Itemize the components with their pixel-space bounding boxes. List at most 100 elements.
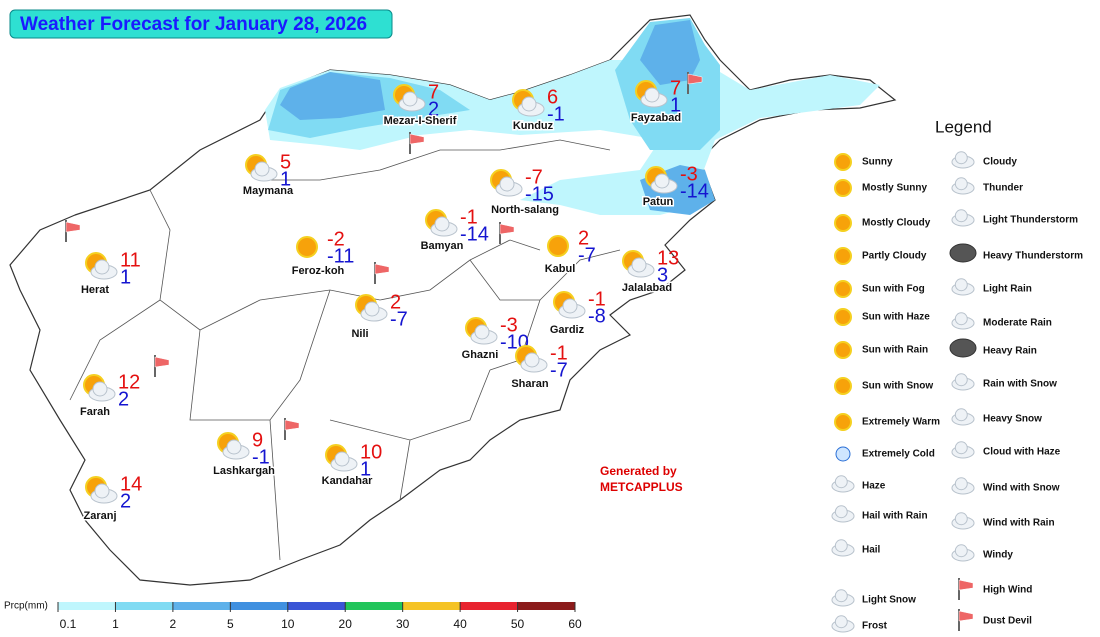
wind-flag — [409, 133, 425, 145]
weather-icon — [954, 151, 968, 165]
min-temp: 2 — [118, 388, 129, 410]
wind-flag — [958, 610, 974, 622]
legend-label: Dust Devil — [983, 616, 1032, 627]
legend-label: Frost — [862, 621, 888, 632]
legend-icon — [949, 243, 977, 263]
weather-icon — [834, 247, 852, 265]
city-name: Ghazni — [462, 349, 499, 361]
legend-label: Sun with Fog — [862, 284, 925, 295]
legend-label: Rain with Snow — [983, 379, 1057, 390]
max-temp: -1 — [460, 206, 478, 228]
colorbar-tick-label: 50 — [511, 617, 525, 631]
colorbar-segment — [402, 602, 461, 610]
max-temp: 7 — [428, 81, 439, 103]
city-name: Maymana — [243, 185, 294, 197]
wind-flag — [687, 73, 703, 85]
max-temp: -3 — [500, 314, 518, 336]
max-temp: -3 — [680, 163, 698, 185]
max-temp: -7 — [525, 166, 543, 188]
legend-label: Heavy Rain — [983, 346, 1037, 357]
weather-icon — [954, 408, 968, 422]
weather-icon — [562, 298, 578, 314]
weather-icon — [834, 280, 852, 298]
colorbar-tick-label: 60 — [568, 617, 582, 631]
city-name: Feroz-koh — [292, 265, 345, 277]
legend-label: Mostly Cloudy — [862, 218, 931, 229]
weather-icon — [364, 301, 380, 317]
legend-label: Heavy Thunderstorm — [983, 251, 1083, 262]
max-temp: 11 — [120, 249, 141, 271]
weather-icon — [524, 352, 540, 368]
weather-icon — [954, 373, 968, 387]
legend-label: Extremely Cold — [862, 449, 935, 460]
weather-icon — [631, 257, 647, 273]
colorbar-tick-label: 10 — [281, 617, 295, 631]
legend-label: Extremely Warm — [862, 417, 940, 428]
legend-label: Cloudy — [983, 157, 1017, 168]
colorbar-segment — [517, 602, 575, 610]
wind-flag — [374, 263, 390, 275]
weather-icon — [334, 451, 350, 467]
weather-icon — [94, 259, 110, 275]
weather-icon — [834, 341, 852, 359]
min-temp: 3 — [657, 264, 668, 286]
max-temp: 6 — [547, 86, 558, 108]
max-temp: 2 — [390, 291, 401, 313]
max-temp: 13 — [657, 247, 679, 269]
max-temp: -1 — [588, 288, 606, 310]
legend-label: Moderate Rain — [983, 318, 1052, 329]
max-temp: -1 — [550, 342, 568, 364]
weather-icon — [834, 308, 852, 326]
wind-flag — [154, 356, 170, 368]
city-name: Mezar-I-Sherif — [384, 115, 457, 127]
min-temp: 1 — [120, 266, 131, 288]
weather-icon — [834, 377, 852, 395]
colorbar-tick-label: 1 — [112, 617, 119, 631]
legend-label: Mostly Sunny — [862, 183, 927, 194]
legend-title: Legend — [935, 117, 992, 136]
colorbar-segment — [172, 602, 231, 610]
max-temp: 10 — [360, 441, 382, 463]
legend-label: Haze — [862, 481, 886, 492]
weather-icon — [954, 312, 968, 326]
city-name: Kunduz — [513, 120, 554, 132]
city-name: Lashkargah — [213, 465, 275, 477]
wind-flag — [284, 419, 300, 431]
city-name: Kabul — [545, 263, 576, 275]
min-temp: -15 — [525, 183, 554, 205]
city-name: Sharan — [511, 378, 549, 390]
colorbar-tick-label: 0.1 — [60, 617, 77, 631]
min-temp: 1 — [280, 168, 291, 190]
weather-icon — [954, 477, 968, 491]
city-name: Fayzabad — [631, 112, 681, 124]
legend-icon — [949, 338, 977, 358]
legend-label: Hail — [862, 545, 881, 556]
title-box — [9, 9, 393, 39]
min-temp: 2 — [120, 490, 131, 512]
colorbar-tick-label: 40 — [453, 617, 467, 631]
legend-label: Hail with Rain — [862, 511, 928, 522]
legend-label: Wind with Snow — [983, 483, 1060, 494]
city-name: Bamyan — [421, 240, 464, 252]
weather-icon — [834, 153, 852, 171]
min-temp: -14 — [680, 180, 709, 202]
city-name: Herat — [81, 284, 109, 296]
title: Weather Forecast for January 28, 2026 — [20, 14, 367, 35]
legend-label: Windy — [983, 550, 1013, 561]
colorbar-tick-label: 2 — [170, 617, 177, 631]
city-name: Kandahar — [322, 475, 373, 487]
weather-icon — [434, 216, 450, 232]
legend-label: High Wind — [983, 585, 1032, 596]
precip-area — [280, 72, 385, 120]
max-temp: 12 — [118, 371, 140, 393]
legend-label: Light Rain — [983, 284, 1032, 295]
legend-label: Thunder — [983, 183, 1023, 194]
colorbar-segment — [345, 602, 403, 610]
weather-icon — [954, 177, 968, 191]
weather-icon — [834, 413, 852, 431]
legend-label: Sun with Haze — [862, 312, 930, 323]
weather-icon — [644, 87, 660, 103]
weather-icon — [94, 483, 110, 499]
credit: Generated by — [600, 464, 677, 478]
min-temp: -8 — [588, 305, 606, 327]
